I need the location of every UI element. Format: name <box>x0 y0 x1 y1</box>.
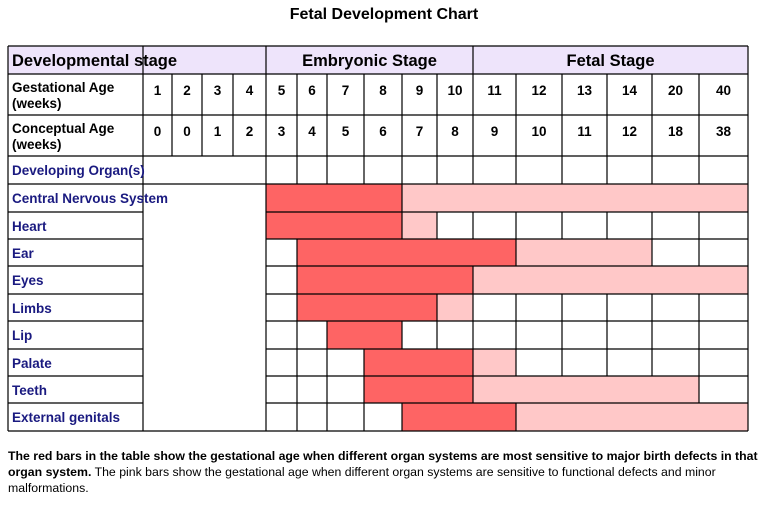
gestational-label-unit: (weeks) <box>12 96 62 111</box>
conceptual-week-11: 10 <box>531 124 546 139</box>
pink-bar-8 <box>516 403 748 431</box>
pink-bar-7 <box>473 376 699 403</box>
gestational-week-13: 14 <box>622 83 638 98</box>
organ-label-5: Lip <box>12 328 32 343</box>
conceptual-week-4: 3 <box>278 124 286 139</box>
red-bar-3 <box>297 266 473 294</box>
organ-label-3: Eyes <box>12 273 44 288</box>
conceptual-week-8: 7 <box>416 124 424 139</box>
footnote-bold: The red bars in the table show the gesta… <box>8 449 758 479</box>
organ-label-4: Limbs <box>12 301 52 316</box>
organ-label-6: Palate <box>12 356 52 371</box>
pink-bar-1 <box>402 212 437 239</box>
gestational-week-12: 13 <box>577 83 593 98</box>
gestational-week-2: 3 <box>214 83 222 98</box>
pink-bar-6 <box>473 349 516 376</box>
developing-organs-header: Developing Organ(s) <box>12 163 145 178</box>
red-bar-6 <box>364 349 473 376</box>
red-bar-8 <box>402 403 516 431</box>
organ-label-2: Ear <box>12 246 35 261</box>
organ-label-7: Teeth <box>12 383 47 398</box>
conceptual-week-14: 18 <box>668 124 684 139</box>
organ-label-1: Heart <box>12 219 47 234</box>
header-row-bg <box>8 46 748 74</box>
organ-label-8: External genitals <box>12 410 120 425</box>
conceptual-week-5: 4 <box>308 124 316 139</box>
conceptual-label-unit: (weeks) <box>12 137 62 152</box>
chart-title: Fetal Development Chart <box>289 6 479 23</box>
conceptual-label: Conceptual Age <box>12 121 115 136</box>
conceptual-week-0: 0 <box>154 124 162 139</box>
conceptual-week-1: 0 <box>183 124 191 139</box>
conceptual-week-9: 8 <box>451 124 459 139</box>
gestational-week-14: 20 <box>668 83 683 98</box>
gestational-week-6: 7 <box>342 83 350 98</box>
conceptual-week-12: 11 <box>577 124 592 139</box>
pink-bar-4 <box>437 294 473 321</box>
pink-bar-3 <box>473 266 748 294</box>
gestational-week-10: 11 <box>487 83 502 98</box>
pink-bar-0 <box>402 184 748 212</box>
gestational-week-9: 10 <box>447 83 462 98</box>
gestational-week-7: 8 <box>379 83 387 98</box>
red-bar-1 <box>266 212 402 239</box>
conceptual-week-15: 38 <box>716 124 732 139</box>
red-bar-2 <box>297 239 516 266</box>
red-bar-7 <box>364 376 473 403</box>
gestational-week-15: 40 <box>716 83 731 98</box>
gestational-week-3: 4 <box>246 83 254 98</box>
pink-bar-2 <box>516 239 652 266</box>
red-bar-5 <box>327 321 402 349</box>
embryonic-stage-label: Embryonic Stage <box>302 52 437 70</box>
footnote: The red bars in the table show the gesta… <box>8 448 764 496</box>
gestational-week-4: 5 <box>278 83 286 98</box>
gestational-week-5: 6 <box>308 83 316 98</box>
gestational-week-11: 12 <box>531 83 546 98</box>
organ-label-0: Central Nervous System <box>12 191 168 206</box>
conceptual-week-10: 9 <box>491 124 499 139</box>
fetal-stage-label: Fetal Stage <box>566 52 654 70</box>
conceptual-week-13: 12 <box>622 124 637 139</box>
red-bar-4 <box>297 294 437 321</box>
conceptual-week-7: 6 <box>379 124 387 139</box>
conceptual-week-6: 5 <box>342 124 350 139</box>
gestational-week-1: 2 <box>183 83 191 98</box>
footnote-normal: The pink bars show the gestational age w… <box>8 465 716 495</box>
fetal-development-table: Developmental stage Embryonic Stage Fetal … <box>7 45 749 432</box>
gestational-week-0: 1 <box>154 83 162 98</box>
conceptual-week-2: 1 <box>214 124 222 139</box>
red-bar-0 <box>266 184 402 212</box>
conceptual-week-3: 2 <box>246 124 254 139</box>
stage-label: Developmental stage <box>12 52 177 70</box>
gestational-label: Gestational Age <box>12 80 115 95</box>
gestational-week-8: 9 <box>416 83 424 98</box>
